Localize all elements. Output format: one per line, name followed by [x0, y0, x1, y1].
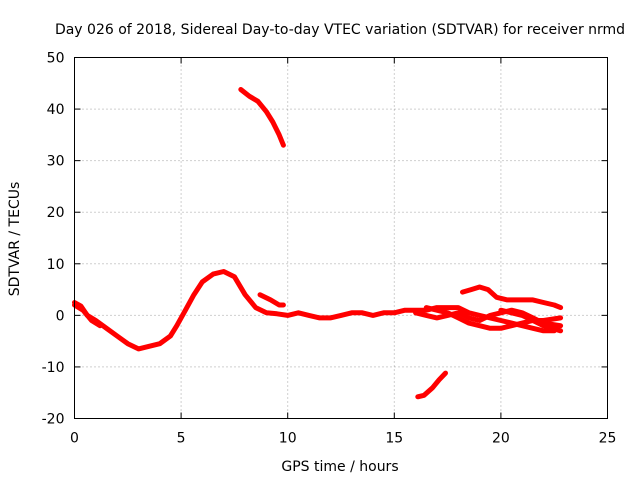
y-tick-label: 20 [47, 205, 65, 221]
y-tick-label: 10 [47, 257, 65, 273]
x-tick-label: 25 [599, 431, 617, 447]
x-tick-label: 20 [492, 431, 510, 447]
series-line-band-5 [498, 307, 564, 334]
series-line-band-2 [72, 302, 103, 329]
plot-frame [74, 57, 608, 419]
y-axis-label: SDTVAR / TECUs [7, 182, 23, 297]
series-line-main [72, 269, 557, 352]
series-line-segment-right [460, 284, 564, 311]
series-line-segment-mid [257, 292, 286, 308]
y-tick-label: 30 [47, 154, 65, 170]
x-tick-label: 15 [385, 431, 403, 447]
grid-layer [74, 57, 608, 419]
series-line-segment-upper [238, 87, 286, 148]
x-axis-label: GPS time / hours [281, 459, 398, 475]
y-tick-label: 50 [47, 51, 65, 67]
y-tick-label: -10 [42, 360, 65, 376]
x-tick-label: 5 [177, 431, 186, 447]
series-line-segment-low [415, 370, 448, 400]
series-layer [72, 87, 564, 400]
y-tick-label: 0 [56, 308, 65, 324]
chart-title: Day 026 of 2018, Sidereal Day-to-day VTE… [55, 22, 625, 38]
y-tick-label: -20 [42, 412, 65, 428]
y-tick-label: 40 [47, 102, 65, 118]
tick-layer: 0 5 10 15 20 25 -20 -10 0 10 20 30 40 50 [42, 51, 617, 447]
x-tick-label: 10 [279, 431, 297, 447]
x-tick-label: 0 [70, 431, 79, 447]
